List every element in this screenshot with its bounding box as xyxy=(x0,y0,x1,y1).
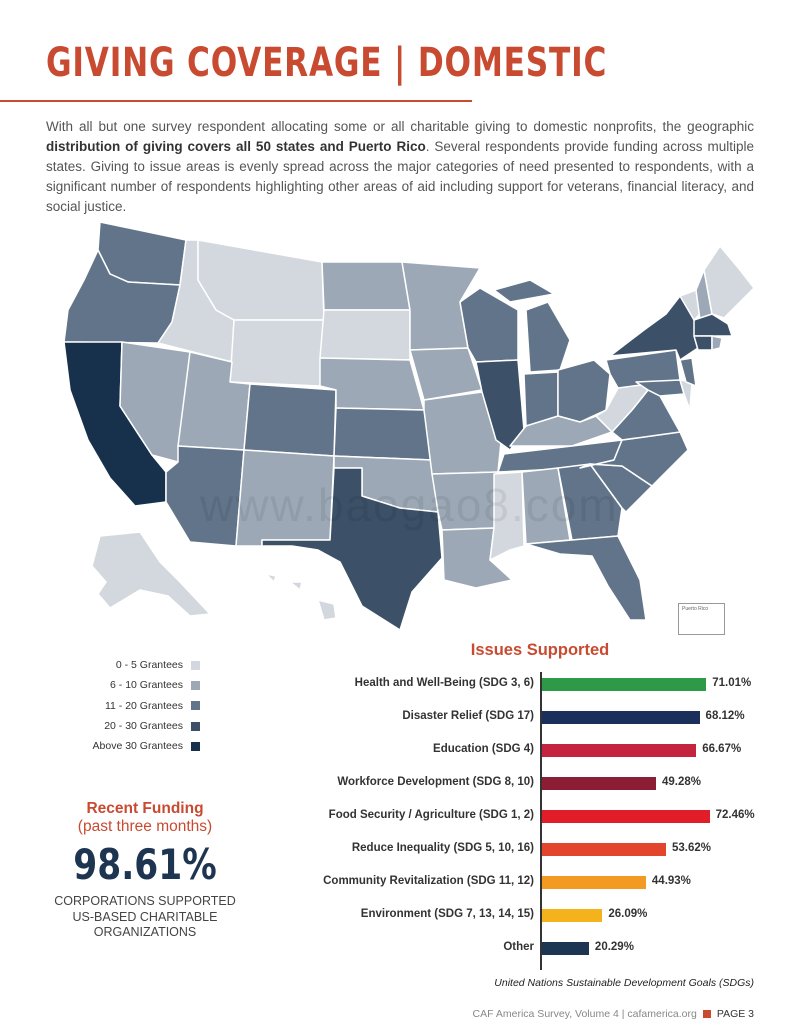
bar-value-label: 72.46% xyxy=(715,809,755,821)
legend-label: 20 - 30 Grantees xyxy=(104,720,183,733)
map-legend: 0 - 5 Grantees 6 - 10 Grantees 11 - 20 G… xyxy=(60,655,200,756)
issues-chart-title: Issues Supported xyxy=(470,641,610,659)
state-kansas xyxy=(333,407,433,461)
caption-line: ORGANIZATIONS xyxy=(93,925,197,939)
state-georgia xyxy=(557,463,623,541)
legend-label: 0 - 5 Grantees xyxy=(115,659,183,672)
page-number: PAGE 3 xyxy=(716,1008,754,1020)
state-montana xyxy=(197,239,325,321)
bar xyxy=(542,843,667,856)
recent-funding-percent: 98.61% xyxy=(73,840,217,889)
recent-funding-caption: CORPORATIONS SUPPORTED US-BASED CHARITAB… xyxy=(30,894,260,941)
state-florida xyxy=(525,535,647,621)
legend-item: 20 - 30 Grantees xyxy=(60,716,200,736)
bar-category-label: Community Revitalization (SDG 11, 12) xyxy=(323,875,534,887)
watermark: www.baogao8.com xyxy=(200,479,619,531)
issues-bar-chart: Health and Well-Being (SDG 3, 6) 71.01% Di… xyxy=(290,672,770,972)
state-hawaii xyxy=(265,573,337,621)
bar xyxy=(542,876,646,889)
bar-category-label: Health and Well-Being (SDG 3, 6) xyxy=(354,677,534,689)
recent-funding-title: Recent Funding xyxy=(86,800,204,817)
intro-text-start: With all but one survey respondent alloc… xyxy=(46,119,754,134)
bar-value-label: 49.28% xyxy=(661,776,701,788)
state-texas xyxy=(261,467,443,631)
state-new-jersey xyxy=(679,357,697,387)
recent-funding-subtitle: (past three months) xyxy=(77,818,213,835)
page-footer: CAF America Survey, Volume 4 | cafameric… xyxy=(473,1008,754,1020)
bar-value-label: 26.09% xyxy=(608,908,648,920)
state-connecticut xyxy=(693,335,713,351)
bar-category-label: Reduce Inequality (SDG 5, 10, 16) xyxy=(351,842,534,854)
intro-text-bold: distribution of giving covers all 50 sta… xyxy=(46,139,426,154)
legend-swatch xyxy=(191,680,200,690)
state-alaska xyxy=(91,531,211,617)
state-south-dakota xyxy=(319,309,411,361)
legend-label: 6 - 10 Grantees xyxy=(110,679,183,692)
bar-category-label: Other xyxy=(503,941,534,953)
bar-category-label: Disaster Relief (SDG 17) xyxy=(402,710,534,722)
state-north-carolina xyxy=(579,431,689,487)
bar-category-label: Food Security / Agriculture (SDG 1, 2) xyxy=(328,809,534,821)
chart-axis-line xyxy=(540,672,542,970)
state-wyoming xyxy=(229,319,325,387)
state-rhode-island xyxy=(711,335,723,351)
caption-line: CORPORATIONS SUPPORTED xyxy=(54,894,236,908)
footer-text: CAF America Survey, Volume 4 | cafameric… xyxy=(472,1008,697,1020)
legend-label: Above 30 Grantees xyxy=(92,740,183,753)
legend-swatch xyxy=(191,701,200,711)
puerto-rico-inset: Puerto Rico xyxy=(678,603,725,635)
bar xyxy=(542,942,589,955)
state-maryland xyxy=(635,379,685,397)
footer-square-icon xyxy=(702,1010,711,1018)
bar xyxy=(542,777,656,790)
bar-category-label: Workforce Development (SDG 8, 10) xyxy=(337,776,534,788)
state-delaware xyxy=(679,379,693,411)
caption-line: US-BASED CHARITABLE xyxy=(72,909,218,924)
legend-item: 11 - 20 Grantees xyxy=(60,696,200,716)
us-map xyxy=(63,221,755,631)
bar-value-label: 66.67% xyxy=(702,743,742,755)
intro-paragraph: With all but one survey respondent alloc… xyxy=(46,117,754,217)
state-nebraska xyxy=(319,357,425,411)
legend-swatch xyxy=(191,721,200,731)
legend-item: 0 - 5 Grantees xyxy=(60,655,200,675)
state-colorado xyxy=(243,383,337,457)
bar-category-label: Education (SDG 4) xyxy=(433,743,534,755)
bar xyxy=(542,744,697,757)
state-nevada xyxy=(119,341,191,463)
bar-category-label: Environment (SDG 7, 13, 14, 15) xyxy=(360,908,534,920)
legend-swatch xyxy=(191,741,200,751)
legend-swatch xyxy=(191,660,200,670)
page-title: GIVING COVERAGE | DOMESTIC xyxy=(46,40,608,86)
legend-item: Above 30 Grantees xyxy=(60,736,200,756)
legend-label: 11 - 20 Grantees xyxy=(104,699,183,712)
bar xyxy=(542,909,603,922)
bar xyxy=(542,678,707,691)
bar xyxy=(542,810,710,823)
chart-footnote: United Nations Sustainable Development G… xyxy=(494,977,754,989)
bar-value-label: 68.12% xyxy=(705,710,745,722)
state-michigan xyxy=(493,279,571,373)
legend-item: 6 - 10 Grantees xyxy=(60,675,200,695)
state-illinois xyxy=(475,359,525,451)
bar-value-label: 53.62% xyxy=(672,842,712,854)
state-massachusetts xyxy=(693,313,733,337)
bar-value-label: 71.01% xyxy=(712,677,752,689)
title-underline xyxy=(0,100,472,102)
state-maine xyxy=(703,245,755,319)
puerto-rico-label: Puerto Rico xyxy=(682,606,709,612)
state-iowa xyxy=(409,347,483,401)
intro-text-end: . Several respondents provide funding ac… xyxy=(46,139,754,214)
bar-value-label: 44.93% xyxy=(651,875,691,887)
bar xyxy=(542,711,700,724)
state-kentucky xyxy=(509,415,613,447)
bar-value-label: 20.29% xyxy=(594,941,634,953)
state-north-dakota xyxy=(321,261,411,311)
